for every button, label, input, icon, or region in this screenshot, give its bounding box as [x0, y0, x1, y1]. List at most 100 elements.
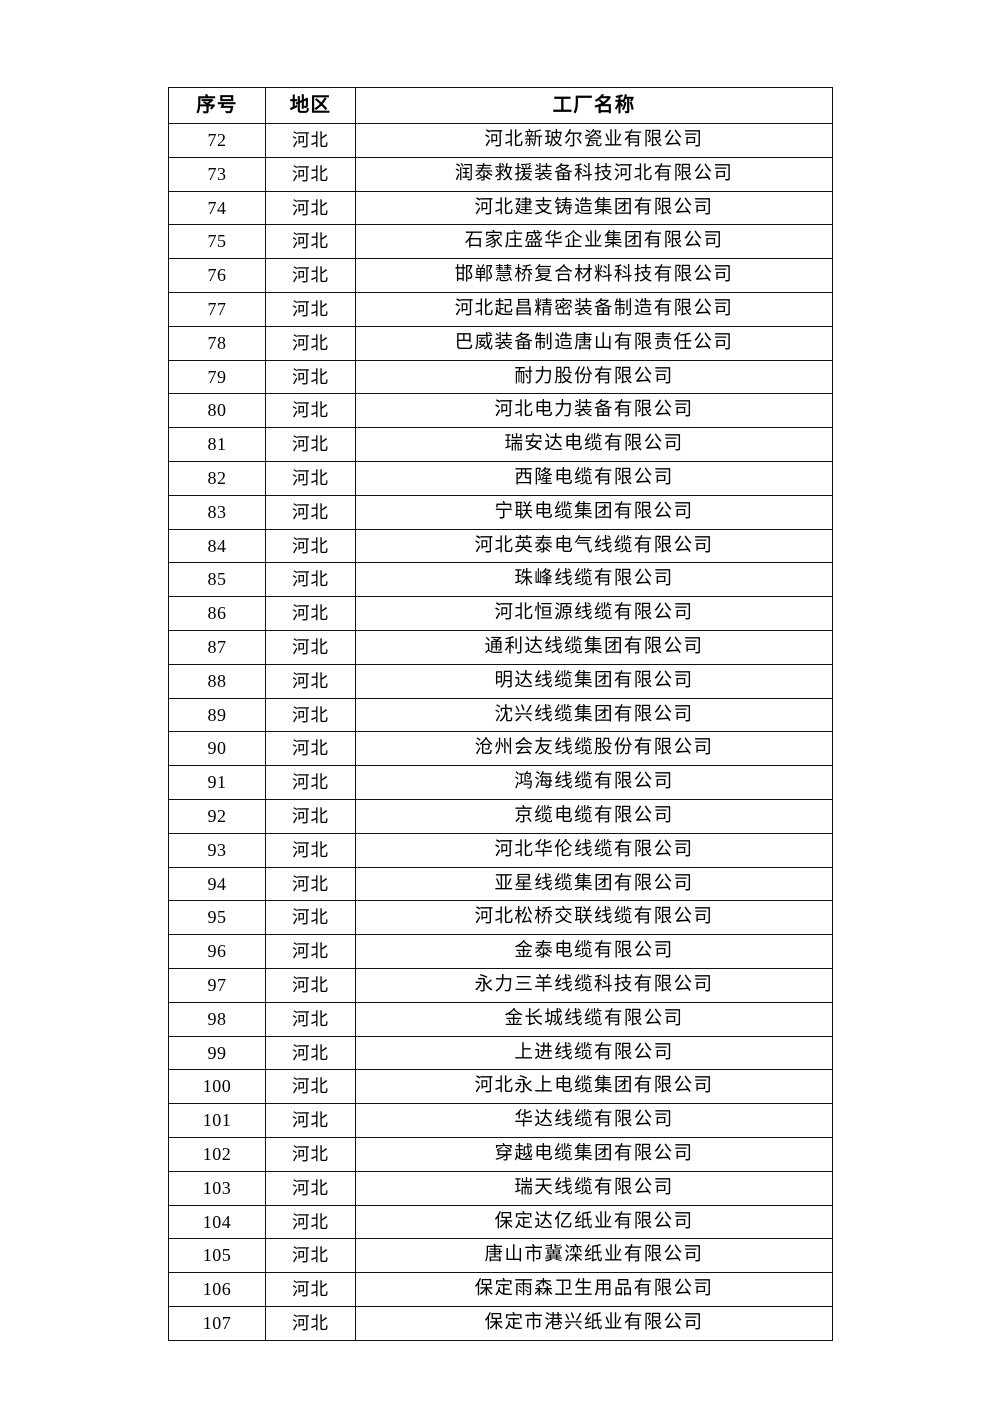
table-row: 84 河北 河北英泰电气线缆有限公司	[168, 528, 833, 564]
cell-index: 106	[168, 1272, 266, 1307]
cell-factory-name: 巴威装备制造唐山有限责任公司	[355, 325, 833, 361]
cell-index: 104	[168, 1204, 266, 1240]
cell-region: 河北	[265, 427, 356, 462]
cell-region: 河北	[265, 967, 356, 1003]
cell-region: 河北	[265, 1103, 356, 1138]
table-row: 80 河北 河北电力装备有限公司	[168, 393, 833, 429]
cell-region: 河北	[265, 697, 356, 733]
cell-index: 103	[168, 1170, 266, 1206]
table-row: 74 河北 河北建支铸造集团有限公司	[168, 190, 833, 226]
cell-region: 河北	[265, 460, 356, 496]
cell-factory-name: 通利达线缆集团有限公司	[355, 629, 833, 665]
cell-index: 95	[168, 900, 266, 936]
table-row: 77 河北 河北起昌精密装备制造有限公司	[168, 291, 833, 327]
cell-index: 90	[168, 731, 266, 767]
table-row: 98 河北 金长城线缆有限公司	[168, 1001, 833, 1037]
table-row: 107 河北 保定市港兴纸业有限公司	[168, 1305, 833, 1341]
cell-region: 河北	[265, 494, 356, 530]
cell-region: 河北	[265, 596, 356, 631]
table-row: 76 河北 邯郸慧桥复合材料科技有限公司	[168, 258, 833, 293]
cell-factory-name: 河北英泰电气线缆有限公司	[355, 528, 833, 564]
table-row: 92 河北 京缆电缆有限公司	[168, 798, 833, 834]
cell-factory-name: 亚星线缆集团有限公司	[355, 866, 833, 902]
table-row: 75 河北 石家庄盛华企业集团有限公司	[168, 224, 833, 260]
cell-region: 河北	[265, 765, 356, 800]
cell-region: 河北	[265, 731, 356, 767]
cell-index: 75	[168, 224, 266, 260]
cell-index: 78	[168, 325, 266, 361]
cell-index: 107	[168, 1305, 266, 1341]
cell-index: 89	[168, 697, 266, 733]
cell-factory-name: 鸿海线缆有限公司	[355, 765, 833, 800]
cell-region: 河北	[265, 1238, 356, 1274]
table-header-row: 序号 地区 工厂名称	[168, 87, 833, 124]
table-row: 72 河北 河北新玻尔瓷业有限公司	[168, 123, 833, 158]
cell-index: 72	[168, 123, 266, 158]
cell-index: 88	[168, 663, 266, 699]
cell-region: 河北	[265, 190, 356, 226]
cell-region: 河北	[265, 224, 356, 260]
cell-region: 河北	[265, 866, 356, 902]
table-row: 83 河北 宁联电缆集团有限公司	[168, 494, 833, 530]
table-row: 86 河北 河北恒源线缆有限公司	[168, 596, 833, 631]
cell-region: 河北	[265, 629, 356, 665]
cell-factory-name: 珠峰线缆有限公司	[355, 562, 833, 598]
cell-index: 102	[168, 1136, 266, 1172]
factory-table-container: 序号 地区 工厂名称 72 河北 河北新玻尔瓷业有限公司 73 河北 润泰救援装备科技河北…	[168, 87, 833, 1341]
cell-region: 河北	[265, 663, 356, 699]
cell-factory-name: 沈兴线缆集团有限公司	[355, 697, 833, 733]
table-row: 106 河北 保定雨森卫生用品有限公司	[168, 1272, 833, 1307]
table-row: 94 河北 亚星线缆集团有限公司	[168, 866, 833, 902]
cell-factory-name: 京缆电缆有限公司	[355, 798, 833, 834]
cell-region: 河北	[265, 832, 356, 868]
table-row: 89 河北 沈兴线缆集团有限公司	[168, 697, 833, 733]
cell-region: 河北	[265, 798, 356, 834]
table-row: 90 河北 沧州会友线缆股份有限公司	[168, 731, 833, 767]
cell-region: 河北	[265, 900, 356, 936]
cell-factory-name: 唐山市冀滦纸业有限公司	[355, 1238, 833, 1274]
cell-index: 97	[168, 967, 266, 1003]
factory-list-table: 序号 地区 工厂名称 72 河北 河北新玻尔瓷业有限公司 73 河北 润泰救援装备科技河北…	[168, 87, 833, 1341]
cell-index: 74	[168, 190, 266, 226]
cell-factory-name: 邯郸慧桥复合材料科技有限公司	[355, 258, 833, 293]
cell-region: 河北	[265, 1170, 356, 1206]
cell-factory-name: 保定市港兴纸业有限公司	[355, 1305, 833, 1341]
cell-factory-name: 瑞天线缆有限公司	[355, 1170, 833, 1206]
cell-factory-name: 沧州会友线缆股份有限公司	[355, 731, 833, 767]
cell-factory-name: 河北恒源线缆有限公司	[355, 596, 833, 631]
table-row: 101 河北 华达线缆有限公司	[168, 1103, 833, 1138]
cell-index: 82	[168, 460, 266, 496]
cell-factory-name: 上进线缆有限公司	[355, 1035, 833, 1071]
cell-region: 河北	[265, 1272, 356, 1307]
cell-index: 105	[168, 1238, 266, 1274]
cell-region: 河北	[265, 1069, 356, 1105]
table-row: 73 河北 润泰救援装备科技河北有限公司	[168, 156, 833, 192]
cell-region: 河北	[265, 123, 356, 158]
cell-factory-name: 河北松桥交联线缆有限公司	[355, 900, 833, 936]
cell-region: 河北	[265, 1035, 356, 1071]
table-row: 96 河北 金泰电缆有限公司	[168, 934, 833, 969]
table-row: 100 河北 河北永上电缆集团有限公司	[168, 1069, 833, 1105]
cell-index: 81	[168, 427, 266, 462]
cell-region: 河北	[265, 291, 356, 327]
cell-factory-name: 瑞安达电缆有限公司	[355, 427, 833, 462]
cell-index: 93	[168, 832, 266, 868]
cell-region: 河北	[265, 359, 356, 395]
cell-region: 河北	[265, 934, 356, 969]
cell-factory-name: 保定雨森卫生用品有限公司	[355, 1272, 833, 1307]
cell-region: 河北	[265, 562, 356, 598]
cell-index: 86	[168, 596, 266, 631]
cell-factory-name: 保定达亿纸业有限公司	[355, 1204, 833, 1240]
table-row: 95 河北 河北松桥交联线缆有限公司	[168, 900, 833, 936]
column-header-index: 序号	[168, 87, 266, 124]
cell-factory-name: 金泰电缆有限公司	[355, 934, 833, 969]
cell-index: 94	[168, 866, 266, 902]
table-header: 序号 地区 工厂名称	[168, 87, 833, 124]
cell-index: 85	[168, 562, 266, 598]
table-row: 81 河北 瑞安达电缆有限公司	[168, 427, 833, 462]
table-row: 105 河北 唐山市冀滦纸业有限公司	[168, 1238, 833, 1274]
table-row: 82 河北 西隆电缆有限公司	[168, 460, 833, 496]
table-row: 97 河北 永力三羊线缆科技有限公司	[168, 967, 833, 1003]
cell-factory-name: 金长城线缆有限公司	[355, 1001, 833, 1037]
table-row: 102 河北 穿越电缆集团有限公司	[168, 1136, 833, 1172]
